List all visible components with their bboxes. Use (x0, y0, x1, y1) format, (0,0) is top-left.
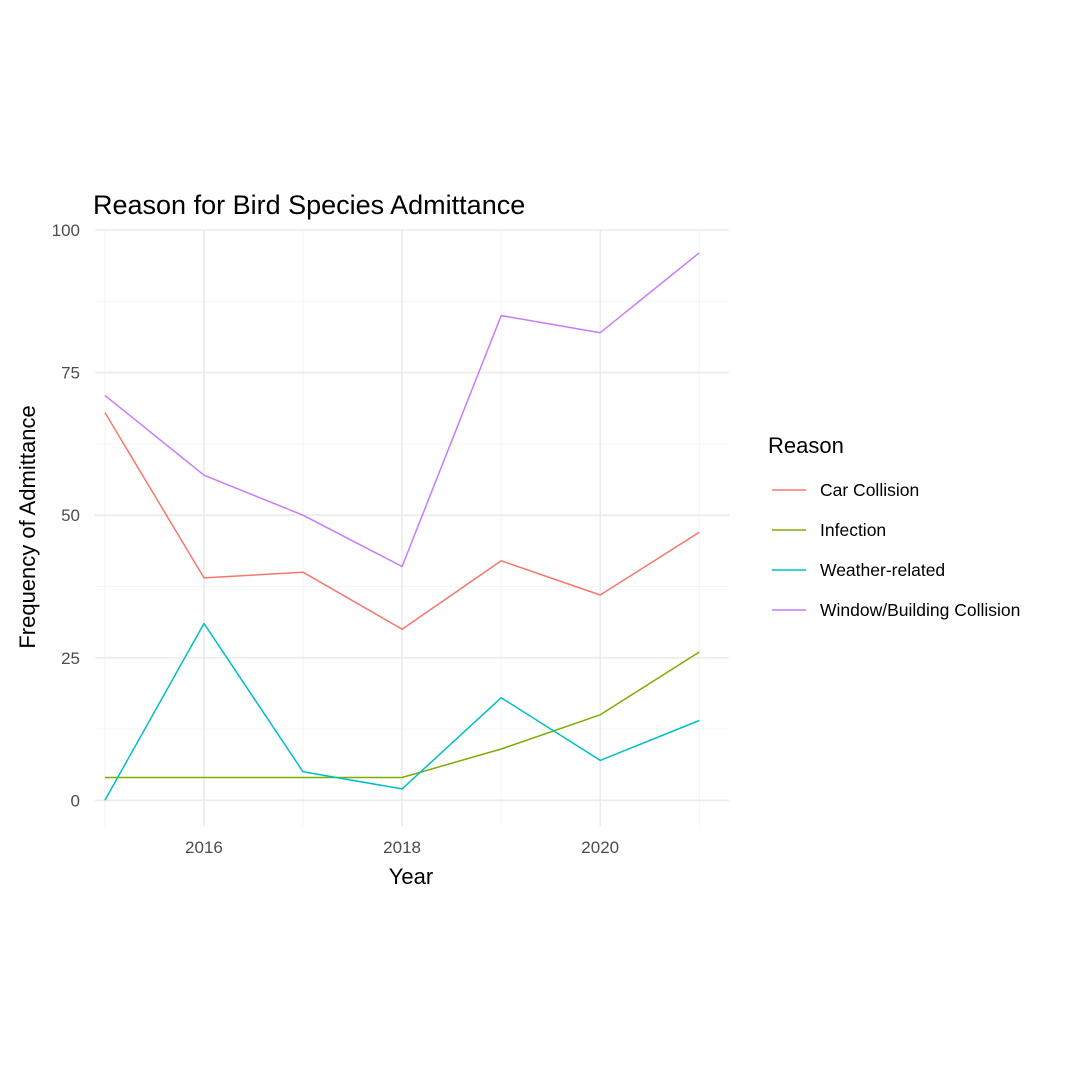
chart-title: Reason for Bird Species Admittance (93, 190, 525, 220)
y-tick-label: 100 (52, 221, 80, 240)
tick-labels: 0 25 50 75 100 2016 2018 2020 (52, 221, 620, 857)
y-tick-label: 75 (61, 364, 80, 383)
x-tick-label: 2018 (383, 838, 421, 857)
legend-items: Car Collision Infection Weather-related Win… (772, 480, 1020, 620)
series-line-infection (104, 651, 700, 779)
series-line-window-building-collision (104, 252, 700, 568)
legend-label-infection: Infection (820, 520, 886, 540)
series-line-weather-related (104, 622, 700, 801)
series-line-car-collision (104, 412, 700, 630)
legend-label-car-collision: Car Collision (820, 480, 919, 500)
legend: Reason Car Collision Infection Weather-rel… (768, 433, 1020, 620)
x-tick-label: 2016 (185, 838, 223, 857)
legend-label-weather-related: Weather-related (820, 560, 945, 580)
y-axis-title: Frequency of Admittance (15, 405, 40, 648)
y-tick-label: 0 (71, 791, 80, 810)
x-axis-title: Year (389, 864, 433, 889)
legend-label-window-building-collision: Window/Building Collision (820, 600, 1020, 620)
grid (95, 229, 729, 826)
y-tick-label: 25 (61, 649, 80, 668)
legend-title: Reason (768, 433, 844, 458)
y-tick-label: 50 (61, 506, 80, 525)
x-tick-label: 2020 (581, 838, 619, 857)
series-lines (104, 252, 700, 801)
